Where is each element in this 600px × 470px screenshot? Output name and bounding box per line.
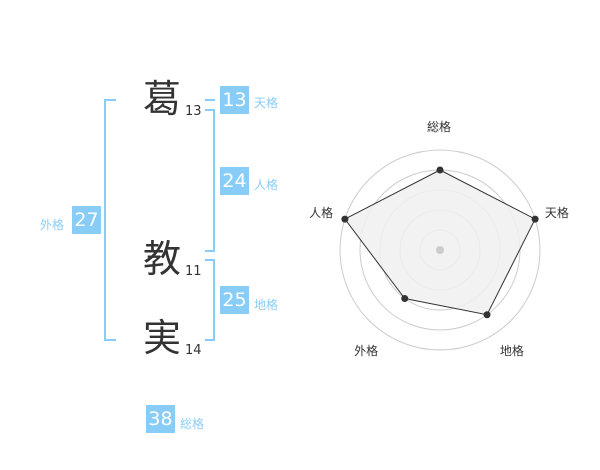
chikaku-label: 地格 bbox=[254, 298, 279, 312]
stroke-count-2: 11 bbox=[185, 264, 202, 279]
tenkaku-value: 13 bbox=[220, 86, 249, 114]
chikaku-value: 25 bbox=[220, 286, 249, 314]
gaikaku-label: 外格 bbox=[40, 218, 65, 232]
radar-point bbox=[483, 311, 491, 319]
stroke-count-3: 14 bbox=[185, 343, 202, 358]
jinkaku-label: 人格 bbox=[254, 178, 279, 192]
tenkaku-label: 天格 bbox=[254, 96, 279, 110]
radar-axis-label: 天格 bbox=[544, 205, 569, 220]
tenkaku-bracket bbox=[205, 99, 215, 101]
radar-area bbox=[344, 169, 536, 316]
soukaku-label: 総格 bbox=[180, 417, 205, 431]
gaikaku-bracket bbox=[104, 99, 116, 341]
radar-axis-label: 地格 bbox=[499, 344, 524, 359]
name-char-3: 実 bbox=[142, 316, 181, 360]
radar-axis-label: 総格 bbox=[427, 120, 452, 134]
soukaku-value: 38 bbox=[146, 405, 175, 433]
radar-axis-label: 外格 bbox=[354, 344, 379, 359]
radar-center bbox=[436, 246, 444, 254]
radar-point bbox=[341, 215, 349, 223]
radar-point bbox=[401, 295, 409, 303]
name-char-2: 教 bbox=[142, 237, 181, 281]
radar-axis-label: 人格 bbox=[309, 205, 334, 220]
jinkaku-value: 24 bbox=[220, 167, 249, 195]
radar-ring bbox=[339, 149, 541, 351]
stroke-count-1: 13 bbox=[185, 104, 202, 119]
radar-point bbox=[436, 166, 444, 174]
chikaku-bracket bbox=[205, 259, 215, 341]
gaikaku-value: 27 bbox=[72, 206, 101, 234]
name-char-1: 葛 bbox=[142, 77, 181, 121]
jinkaku-bracket bbox=[205, 109, 215, 252]
radar-point bbox=[531, 215, 539, 223]
